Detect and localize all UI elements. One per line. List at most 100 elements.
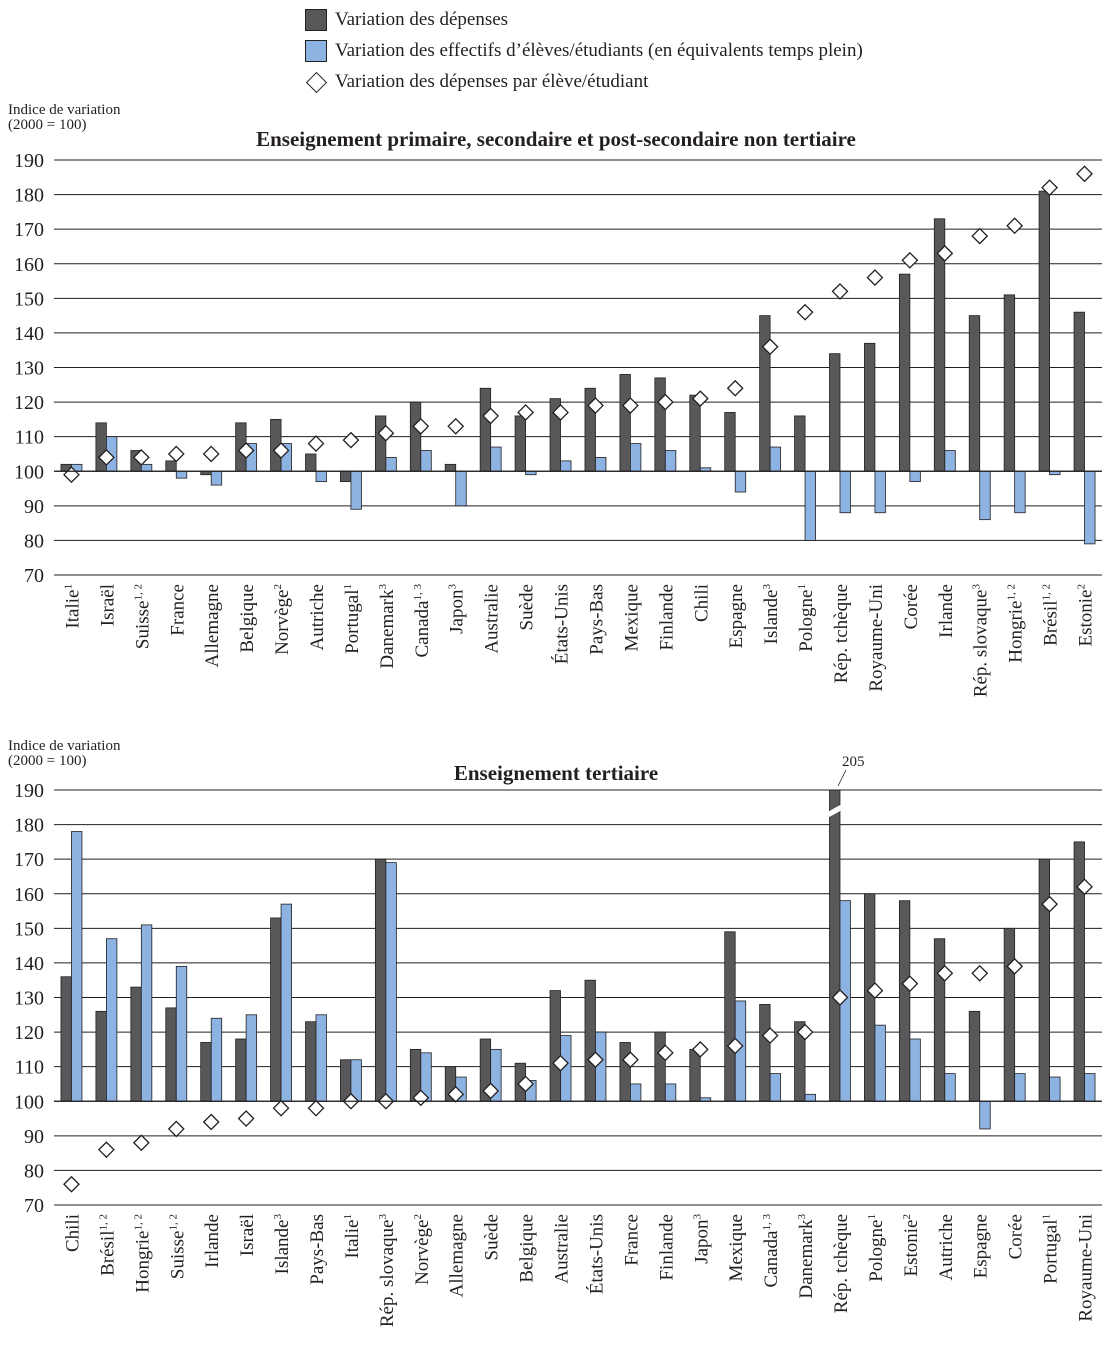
category-footnote: 1 [796,584,808,590]
break-leader-line [837,769,847,787]
x-category-label: Japon3 [691,1214,712,1264]
bar-expenditure [60,976,72,1102]
category-footnote: 1 [342,1214,354,1220]
bar-expenditure [340,470,352,483]
bar-enrolment [630,1083,642,1102]
bar-enrolment [140,924,153,1102]
x-category-label: Estonie2 [1076,584,1097,647]
bar-expenditure [130,986,142,1102]
bar-expenditure [200,1042,212,1102]
bar-expenditure [689,394,701,472]
bar-expenditure [759,1004,771,1102]
category-name: États-Unis [551,584,573,664]
y-tick-label: 80 [24,530,44,552]
bar-expenditure [619,374,631,472]
y-tick-label: 190 [14,150,44,172]
bar-enrolment [734,470,747,493]
bar-enrolment [175,965,188,1102]
bar-expenditure [689,1048,701,1102]
marker-per-student [307,1099,325,1117]
category-footnote: 3 [796,1214,808,1220]
marker-per-student [132,1134,150,1152]
marker-per-student [1076,165,1093,183]
bar-enrolment [315,1014,327,1102]
category-footnote: 1 [866,1214,878,1220]
category-name: Australie [552,1214,573,1284]
category-name: Pays-Bas [307,1214,328,1285]
y-tick-label: 180 [14,815,44,837]
x-category-label: Israël [237,1214,258,1256]
marker-per-student [796,303,814,321]
category-name: Australie [482,584,503,654]
category-name: Islande [272,1220,293,1275]
category-name: Danemark [377,589,398,669]
category-name: Portugal [1041,1220,1062,1284]
category-name: Hongrie [1006,601,1027,663]
bar-enrolment [315,470,327,483]
x-category-label: Mexique [621,584,642,652]
bar-enrolment [804,470,816,541]
category-name: Mexique [726,1214,747,1282]
x-category-label: Israël [97,584,118,626]
bar-expenditure [794,415,806,472]
marker-per-student [1076,878,1093,896]
category-footnote: 1, 2 [167,1214,179,1231]
x-category-label: Finlande [656,1214,677,1281]
bar-enrolment [1084,1073,1096,1102]
bar-enrolment [140,463,153,472]
marker-per-student [796,1023,814,1041]
x-category-label: Danemark3 [377,584,398,669]
category-footnote: 1, 2 [97,1214,109,1231]
bar-enrolment [664,1083,677,1102]
y-axis-label: Indice de variation (2000 = 100) [8,738,121,769]
x-category-label: Norvège2 [272,584,293,655]
bar-expenditure [1038,190,1050,472]
marker-per-student [412,417,430,435]
bar-enrolment [280,903,292,1102]
marker-per-student [307,435,325,453]
category-footnote: 1, 3 [412,584,424,601]
marker-per-student [971,964,989,982]
category-name: Suède [517,584,538,630]
y-axis-label: Indice de variation (2000 = 100) [8,102,121,133]
category-name: Irlande [202,1214,223,1268]
x-category-label: Brésil1, 2 [1041,584,1062,646]
x-category-label: Estonie2 [901,1214,922,1277]
category-name: Belgique [517,1214,538,1283]
y-tick-label: 160 [14,884,44,906]
marker-per-student [552,404,569,421]
marker-per-student [1006,957,1024,975]
category-name: Pologne [796,590,817,652]
marker-per-student [517,1075,535,1093]
category-name: États-Unis [585,1214,607,1294]
bar-expenditure [968,1010,981,1102]
y-tick-label: 90 [24,496,44,518]
legend-swatch-blue [305,39,327,62]
category-name: Corée [901,584,922,629]
bar-enrolment [1014,470,1026,514]
marker-per-student [342,431,360,449]
y-axis-label-line: (2000 = 100) [8,753,86,769]
category-name: Autriche [307,584,328,650]
bar-enrolment [909,470,921,483]
category-name: Danemark [796,1219,817,1299]
bar-expenditure [1003,927,1016,1102]
marker-per-student [1041,179,1059,197]
bar-expenditure [409,401,422,472]
y-tick-label: 80 [24,1160,44,1182]
bar-enrolment [979,470,991,521]
bar-expenditure [829,789,841,1102]
category-name: Norvège [412,1220,433,1285]
marker-per-student [377,424,395,442]
category-name: Rép. slovaque [377,1220,398,1328]
category-name: Japon [691,1219,712,1264]
category-name: Norvège [272,590,293,655]
category-name: Portugal [342,590,363,654]
y-tick-label: 190 [14,780,44,802]
category-name: Brésil [1041,601,1062,646]
marker-per-student [167,445,185,463]
bar-expenditure [759,315,771,472]
marker-per-student [656,393,674,411]
bar-enrolment [245,1014,258,1102]
